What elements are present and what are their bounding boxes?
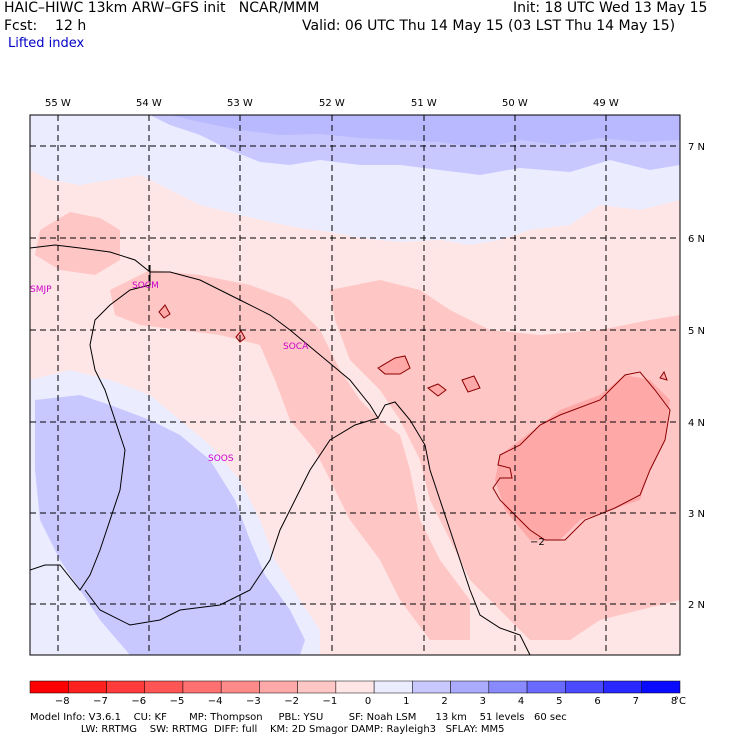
lat-label: 5 N <box>688 326 705 337</box>
station-label: SOOS <box>208 454 234 464</box>
colorbar-label: 4 <box>518 696 524 707</box>
colorbar-label: 1 <box>403 696 409 707</box>
colorbar-label: 3 <box>480 696 486 707</box>
colorbar-label: −3 <box>246 696 261 707</box>
map-frame <box>29 114 681 656</box>
lat-label: 4 N <box>688 418 705 429</box>
station-label: SMJP <box>30 285 52 295</box>
border-suriname-east <box>84 417 379 626</box>
colorbar-label: 7 <box>633 696 639 707</box>
colorbar-swatch <box>297 680 337 694</box>
lat-labels: 7 N 6 N 5 N 4 N 3 N 2 N <box>688 142 705 611</box>
colorbar-label: −6 <box>131 696 146 707</box>
negative-patch-strong <box>495 375 670 540</box>
lon-label: 49 W <box>593 98 619 109</box>
contour-blob-4 <box>158 304 171 319</box>
positive-band-strong <box>170 115 680 148</box>
contour-blob-3 <box>461 375 481 393</box>
field-name: Lifted index <box>8 36 85 51</box>
colorbar-swatch <box>641 680 681 694</box>
footer-line-2: LW: RRTMG SW: RRTMG DIFF: full KM: 2D Sm… <box>30 724 505 735</box>
colorbar-label: −4 <box>208 696 223 707</box>
colorbar-swatch <box>412 680 451 694</box>
colorbar <box>29 680 681 694</box>
colorbar-label: 5 <box>556 696 562 707</box>
colorbar-swatch <box>526 680 566 694</box>
colorbar-unit: °C <box>674 696 686 707</box>
lat-label: 3 N <box>688 509 705 520</box>
model-title: HAIC–HIWC 13km ARW–GFS init NCAR/MMM <box>4 0 320 16</box>
colorbar-swatch <box>29 680 69 694</box>
valid-time: Valid: 06 UTC Thu 14 May 15 (03 LST Thu … <box>302 18 676 34</box>
forecast-hour: Fcst: 12 h <box>4 18 87 34</box>
colorbar-swatch <box>144 680 184 694</box>
colorbar-label: 6 <box>594 696 600 707</box>
colorbar-label: −7 <box>93 696 108 707</box>
colorbar-swatch <box>603 680 643 694</box>
contour-blob-2 <box>427 383 447 397</box>
colorbar-swatch <box>220 680 260 694</box>
colorbar-labels: −8 −7 −6 −5 −4 −3 −2 −1 0 1 2 3 4 5 6 7 8 <box>55 696 677 707</box>
colorbar-swatch <box>450 680 490 694</box>
colorbar-label: −2 <box>284 696 299 707</box>
colorbar-swatch <box>106 680 145 694</box>
lon-labels: 55 W 54 W 53 W 52 W 51 W 50 W 49 W <box>45 98 619 109</box>
station-label: SOCA <box>283 342 309 352</box>
contour-blob-6 <box>659 370 668 381</box>
lat-label: 7 N <box>688 142 705 153</box>
contour-label: −2 <box>530 537 545 548</box>
footer-line-1: Model Info: V3.6.1 CU: KF MP: Thompson P… <box>30 712 567 723</box>
lon-label: 51 W <box>411 98 437 109</box>
lon-label: 53 W <box>227 98 253 109</box>
colorbar-label: 0 <box>365 696 371 707</box>
colorbar-label: −1 <box>323 696 338 707</box>
contour-blob-1 <box>377 355 411 375</box>
colorbar-swatch <box>565 680 604 694</box>
colorbar-swatch <box>373 680 413 694</box>
lat-label: 6 N <box>688 234 705 245</box>
lon-label: 50 W <box>502 98 528 109</box>
station-label: SOCM <box>132 281 159 291</box>
colorbar-swatch <box>182 680 222 694</box>
coastline <box>30 244 531 655</box>
colorbar-swatch <box>259 680 298 694</box>
colorbar-swatch <box>488 680 528 694</box>
colorbar-label: −5 <box>170 696 185 707</box>
station-labels: SMJP SOCM SOCA SOOS <box>30 281 309 464</box>
colorbar-swatch <box>67 680 107 694</box>
border-suriname-west <box>30 265 151 591</box>
colorbar-swatch <box>335 680 375 694</box>
negative-patch-northwest <box>35 212 120 275</box>
lon-label: 55 W <box>45 98 71 109</box>
colorbar-label: 8 <box>671 696 677 707</box>
lat-label: 2 N <box>688 600 705 611</box>
lon-label: 52 W <box>319 98 345 109</box>
colorbar-label: −8 <box>55 696 70 707</box>
init-time: Init: 18 UTC Wed 13 May 15 <box>513 0 708 16</box>
lon-label: 54 W <box>136 98 162 109</box>
shaded-field <box>30 115 680 655</box>
positive-region-medium <box>35 395 305 655</box>
contour-minus-2 <box>492 371 671 541</box>
lat-lon-grid <box>30 115 680 655</box>
colorbar-label: 2 <box>441 696 447 707</box>
negative-patch-coast <box>110 270 470 640</box>
